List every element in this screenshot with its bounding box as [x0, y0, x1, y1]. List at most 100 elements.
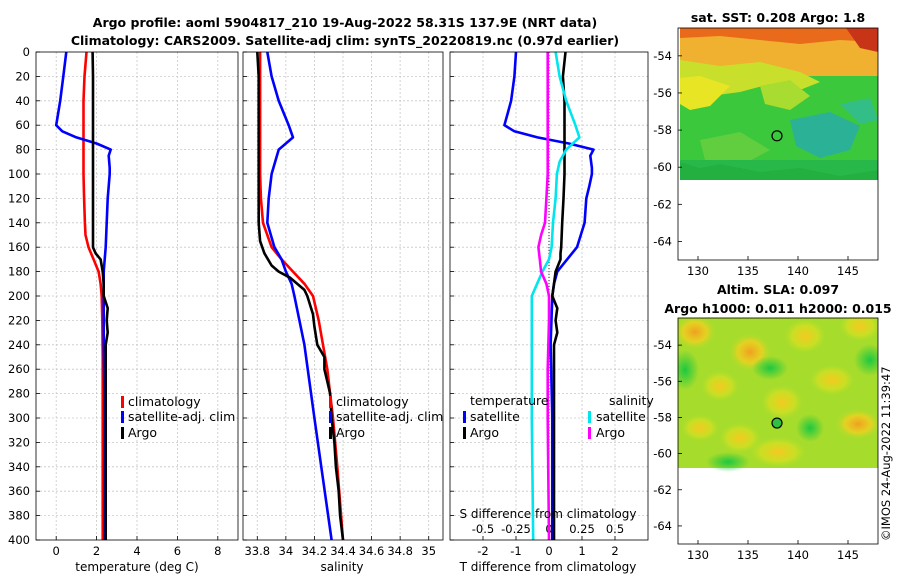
depth-tick-label: 400: [8, 533, 30, 547]
x-tick-label: 4: [133, 544, 140, 558]
depth-axis: 0 20 40 60 80 100 120 140 160 180 200 220 240 260 280 3…: [8, 45, 30, 547]
sla-map-frame: [677, 317, 879, 545]
depth-tick-label: 140: [8, 216, 30, 230]
depth-tick-label: 340: [8, 460, 30, 474]
x-tick-label: 2: [93, 544, 100, 558]
temperature-panel: 0 2 4 6 8: [35, 51, 239, 558]
map-lon-label: 140: [787, 264, 809, 278]
map-lon-label: 140: [787, 548, 809, 562]
series-climatology: [82, 52, 104, 540]
sst-map-frame: [677, 27, 879, 261]
x-tick-label: 35: [421, 544, 436, 558]
depth-tick-label: 240: [8, 338, 30, 352]
salinity-panel: 33.8 34 34.2 34.4 34.6 34.8 35: [242, 51, 444, 558]
legend-s-argo: Argo: [596, 425, 625, 440]
figure-title-line2: Climatology: CARS2009. Satellite-adj cli…: [71, 33, 619, 49]
map-lat-label: -64: [653, 519, 672, 533]
sst-map-image: [678, 28, 878, 260]
x-tick-label: -2: [477, 544, 488, 558]
sla-map-image: [678, 318, 878, 544]
depth-tick-label: 380: [8, 509, 30, 523]
legend-swatch-t-argo: [463, 427, 466, 439]
depth-tick-label: 20: [15, 69, 30, 83]
map-lat-label: -62: [653, 197, 672, 211]
map-lat-label: -54: [653, 49, 672, 63]
x-tick-label: -1: [510, 544, 521, 558]
x-tick-label: 0: [53, 544, 60, 558]
sst-argo-marker: [771, 130, 783, 142]
legend-argo: Argo: [336, 425, 365, 440]
difference-panel: -2 -1 0 1 2-0.5 -0.25 0 0.25 0.5: [449, 51, 649, 558]
depth-tick-label: 220: [8, 313, 30, 327]
depth-tick-label: 280: [8, 387, 30, 401]
depth-tick-label: 160: [8, 240, 30, 254]
legend-swatch-satellite: [329, 411, 332, 423]
difference-legend: temperature salinity satellite Argo sate…: [463, 393, 654, 440]
depth-tick-label: 260: [8, 362, 30, 376]
panel-frame: [242, 51, 444, 541]
series-temperature-argo: [550, 52, 567, 540]
legend-salinity-title: salinity: [609, 393, 654, 408]
s-tick-label: -0.25: [501, 522, 531, 536]
x-tick-label: 2: [611, 544, 618, 558]
map-lat-label: -56: [653, 86, 672, 100]
legend-climatology: climatology: [128, 394, 201, 409]
x-tick-label: 8: [214, 544, 221, 558]
sla-map-subtitle: Argo h1000: 0.011 h2000: 0.015: [664, 301, 891, 316]
x-tick-label: 34.2: [302, 544, 328, 558]
depth-tick-label: 60: [15, 118, 30, 132]
legend-swatch-argo: [329, 427, 332, 439]
depth-tick-label: 0: [23, 45, 30, 59]
legend-swatch-climatology: [121, 396, 124, 408]
s-tick-label: 0.25: [569, 522, 595, 536]
map-lat-label: -58: [653, 123, 672, 137]
difference-xlabel: T difference from climatology: [459, 560, 637, 574]
legend-temperature-title: temperature: [470, 393, 549, 408]
map-lon-label: 130: [687, 264, 709, 278]
s-tick-label: 0.5: [606, 522, 624, 536]
legend-satellite: satellite-adj. clim: [128, 409, 235, 424]
s-tick-label: -0.5: [472, 522, 494, 536]
x-tick-label: 6: [174, 544, 181, 558]
depth-tick-label: 300: [8, 411, 30, 425]
depth-tick-label: 80: [15, 143, 30, 157]
series-argo: [256, 52, 345, 540]
map-lat-label: -54: [653, 338, 672, 352]
legend-t-satellite: satellite: [470, 409, 520, 424]
map-lon-label: 135: [737, 264, 759, 278]
x-tick-label: 34.6: [359, 544, 385, 558]
depth-tick-label: 40: [15, 94, 30, 108]
legend-swatch-argo: [121, 427, 124, 439]
legend-swatch-climatology: [329, 396, 332, 408]
depth-tick-label: 120: [8, 191, 30, 205]
depth-tick-label: 180: [8, 265, 30, 279]
map-lat-label: -60: [653, 447, 672, 461]
legend-argo: Argo: [128, 425, 157, 440]
legend-t-argo: Argo: [470, 425, 499, 440]
x-tick-label: 33.8: [244, 544, 270, 558]
legend-satellite: satellite-adj. clim: [336, 409, 443, 424]
imos-timestamp: ©IMOS 24-Aug-2022 11:39:47: [879, 366, 893, 541]
depth-tick-label: 100: [8, 167, 30, 181]
map-lat-label: -60: [653, 160, 672, 174]
legend-climatology: climatology: [336, 394, 409, 409]
x-tick-label: 34: [279, 544, 294, 558]
map-lat-label: -58: [653, 410, 672, 424]
s-difference-label: S difference from climatology: [460, 507, 637, 521]
series-salinity-satellite: [530, 52, 581, 540]
sst-map-title: sat. SST: 0.208 Argo: 1.8: [691, 10, 865, 25]
x-tick-label: 1: [578, 544, 585, 558]
legend-swatch-s-satellite: [588, 411, 591, 423]
salinity-legend: climatology satellite-adj. clim Argo: [329, 394, 443, 440]
x-tick-label: 0: [545, 544, 552, 558]
panel-frame: [449, 51, 649, 541]
x-tick-label: 34.8: [387, 544, 413, 558]
map-lon-label: 130: [687, 548, 709, 562]
legend-s-satellite: satellite: [596, 409, 646, 424]
legend-swatch-s-argo: [588, 427, 591, 439]
depth-tick-label: 360: [8, 484, 30, 498]
map-lon-label: 145: [837, 548, 859, 562]
sst-map-axes: -54 -56 -58 -60 -62 -64 130 135 140 145: [653, 49, 859, 278]
map-lat-label: -56: [653, 374, 672, 388]
